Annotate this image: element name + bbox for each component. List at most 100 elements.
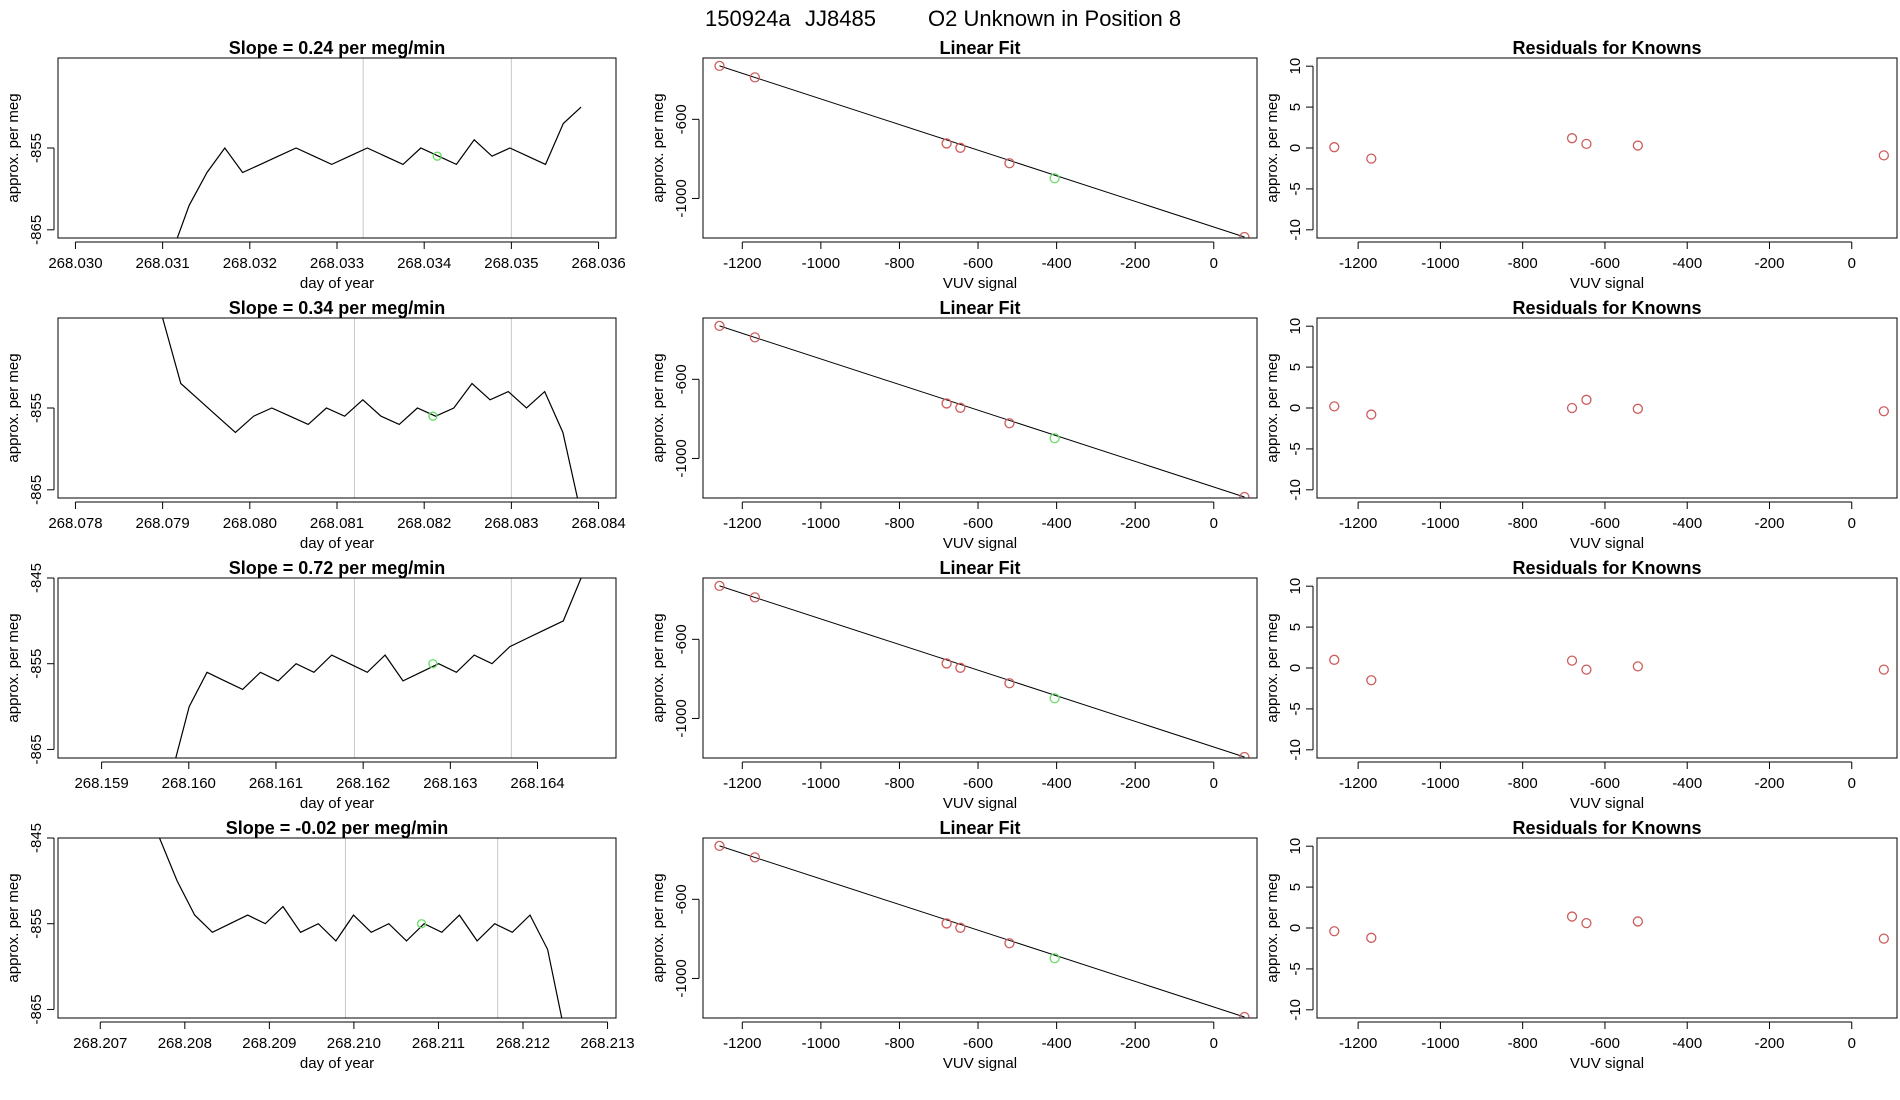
y-tick-label: 5 <box>1287 883 1304 891</box>
x-tick-label: 0 <box>1210 515 1218 532</box>
known-point <box>714 840 725 852</box>
unknown-point <box>432 151 442 161</box>
known-point <box>955 142 966 153</box>
unknown-point <box>416 919 427 929</box>
panel-title: Linear Fit <box>939 558 1020 578</box>
panel-2-1: Slope = 0.34 per meg/min 268.078 268.079 26… <box>5 298 626 552</box>
y-tick-label: -5 <box>1287 962 1304 975</box>
x-tick-label: 0 <box>1210 1035 1218 1052</box>
x-tick-label: -800 <box>1508 775 1538 792</box>
y-tick-label: 0 <box>1287 144 1304 152</box>
x-tick-label: -600 <box>963 775 993 792</box>
plot-frame <box>1316 317 1898 499</box>
plot-frame <box>702 57 1258 239</box>
known-point <box>714 60 725 72</box>
x-tick-label: -1200 <box>723 255 761 272</box>
panel-2-3: Residuals for Knowns-1200 -1000 -800 -600 -4… <box>1264 298 1898 552</box>
run-id: 150924a <box>705 6 791 31</box>
plot-frame <box>702 577 1258 759</box>
residual-point <box>1632 661 1644 672</box>
plot-frame <box>1316 837 1898 1019</box>
x-tick-label: 268.208 <box>158 1035 212 1052</box>
known-point <box>941 398 952 409</box>
y-tick-label: 0 <box>1287 664 1304 672</box>
unknown-point <box>1049 433 1060 444</box>
y-tick-label: -845 <box>28 823 45 853</box>
residual-point <box>1878 933 1889 944</box>
y-axis-label: approx. per meg <box>1264 93 1281 202</box>
x-tick-label: 268.209 <box>242 1035 296 1052</box>
y-axis-label: approx. per meg <box>650 93 667 202</box>
x-tick-label: -600 <box>1590 515 1620 532</box>
x-axis-label: VUV signal <box>943 275 1017 292</box>
plot-area <box>714 840 1250 1018</box>
plot-area <box>162 318 579 498</box>
x-axis-label: VUV signal <box>1570 795 1644 812</box>
y-tick-label: 5 <box>1287 103 1304 111</box>
residual-point <box>1566 402 1578 414</box>
panel-3-3: Residuals for Knowns-1200 -1000 -800 -600 -4… <box>1264 558 1898 812</box>
x-tick-label: 268.036 <box>571 255 625 272</box>
residual-point <box>1878 664 1889 675</box>
residual-point <box>1366 409 1377 420</box>
unknown-point <box>1049 693 1060 704</box>
y-axis-label: approx. per meg <box>5 93 22 202</box>
x-tick-label: -800 <box>1508 515 1538 532</box>
x-tick-label: 0 <box>1848 1035 1856 1052</box>
known-point <box>955 922 966 933</box>
x-axis-label: day of year <box>300 1055 374 1072</box>
x-tick-label: -200 <box>1754 515 1784 532</box>
plot-frame <box>57 317 617 499</box>
x-tick-label: 0 <box>1848 775 1856 792</box>
y-tick-label: -10 <box>1287 479 1304 501</box>
x-tick-label: -1000 <box>802 255 840 272</box>
y-tick-label: -865 <box>28 215 45 245</box>
panel-title: Slope = 0.24 per meg/min <box>229 38 446 58</box>
x-tick-label: -800 <box>884 775 914 792</box>
x-tick-label: 268.160 <box>162 775 216 792</box>
known-point <box>714 580 725 592</box>
x-tick-label: 268.031 <box>136 255 190 272</box>
known-point <box>1239 1011 1250 1018</box>
known-point <box>955 662 966 673</box>
residual-point <box>1632 403 1644 414</box>
x-tick-label: -600 <box>1590 255 1620 272</box>
x-tick-label: -400 <box>1672 775 1702 792</box>
panels: Slope = 0.24 per meg/min 268.030 268.031 26… <box>5 38 1898 1072</box>
x-tick-label: -800 <box>1508 1035 1538 1052</box>
signal-line <box>158 838 563 1018</box>
fit-line <box>719 325 1245 498</box>
x-tick-label: -1000 <box>802 1035 840 1052</box>
x-tick-label: -1000 <box>1421 255 1459 272</box>
x-tick-label: -200 <box>1754 775 1784 792</box>
panel-3-2: Linear Fit -1200 -1000 -800 -600 -400 -200 0 -60… <box>650 558 1258 812</box>
y-tick-label: -600 <box>673 884 690 914</box>
plot-area <box>714 580 1250 758</box>
panel-1-1: Slope = 0.24 per meg/min 268.030 268.031 26… <box>5 38 626 292</box>
plot-frame <box>57 577 617 759</box>
x-tick-label: -1000 <box>1421 515 1459 532</box>
plot-area <box>1329 911 1889 944</box>
unknown-point <box>1049 173 1060 184</box>
y-tick-label: -600 <box>673 364 690 394</box>
plot-frame <box>702 317 1258 499</box>
residual-point <box>1329 401 1340 412</box>
y-tick-label: -1000 <box>673 439 690 477</box>
panel-title: Linear Fit <box>939 38 1020 58</box>
x-tick-label: -1200 <box>1339 515 1377 532</box>
y-tick-label: -1000 <box>673 959 690 997</box>
panel-title: Linear Fit <box>939 298 1020 318</box>
y-tick-label: -5 <box>1287 702 1304 715</box>
x-tick-label: -200 <box>1120 255 1150 272</box>
known-point <box>941 658 952 669</box>
x-tick-label: 268.035 <box>484 255 538 272</box>
unknown-point <box>1049 953 1060 964</box>
residual-point <box>1581 394 1592 405</box>
plot-area <box>176 58 582 238</box>
y-axis-label: approx. per meg <box>5 873 22 982</box>
x-axis-label: day of year <box>300 275 374 292</box>
jar-id: JJ8485 <box>805 6 876 31</box>
panel-1-2: Linear Fit -1200 -1000 -800 -600 -400 -200 0 -60… <box>650 38 1258 292</box>
x-axis-label: VUV signal <box>1570 535 1644 552</box>
